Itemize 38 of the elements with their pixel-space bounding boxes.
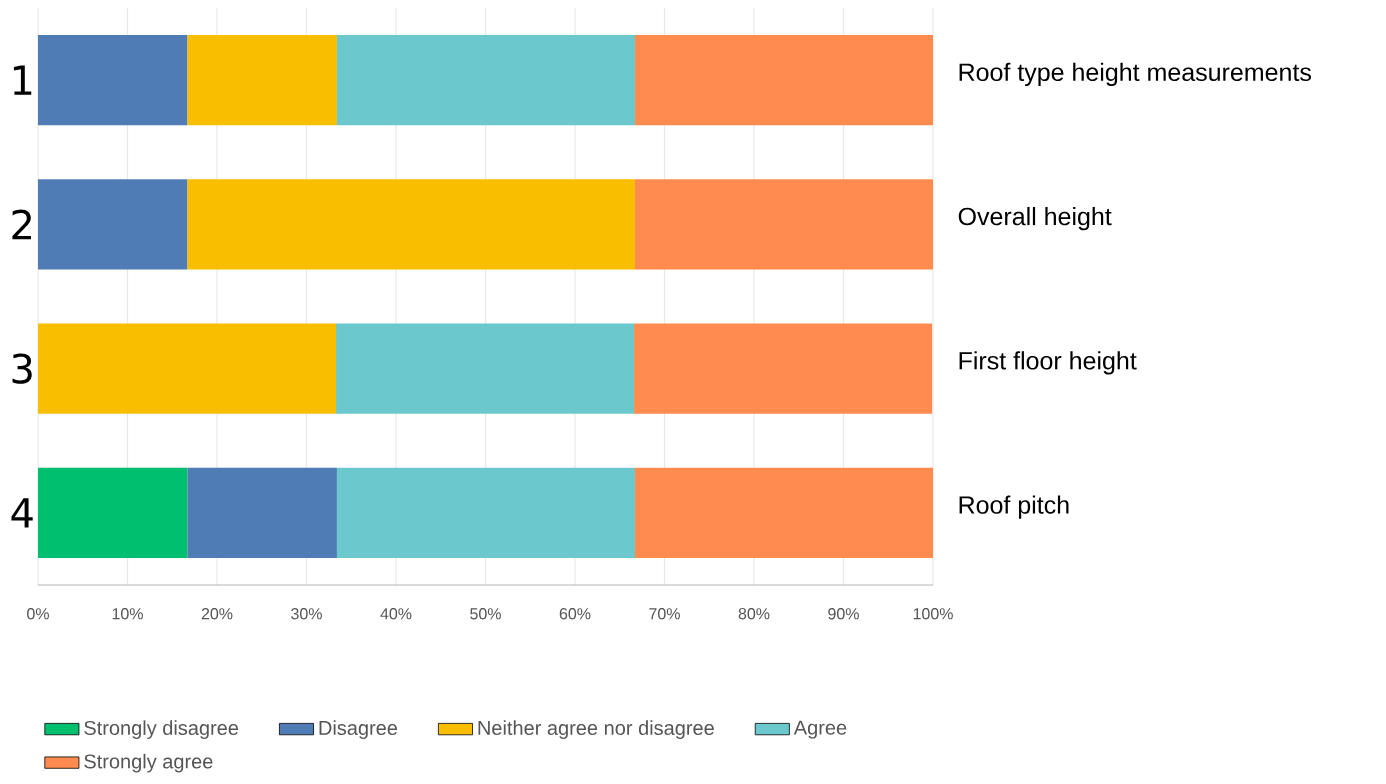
bar <box>336 467 635 558</box>
legend-label: Disagree <box>319 720 398 739</box>
text: Roof type height measurements <box>959 62 1311 87</box>
x-tick-label: 10% <box>112 608 143 620</box>
bar <box>336 35 635 126</box>
x-tick-label: 100% <box>913 608 953 620</box>
legend-label: Strongly disagree <box>84 720 239 739</box>
y-tick-label: 2 <box>12 209 31 240</box>
bar <box>38 323 337 414</box>
text: Overall height <box>958 206 1112 231</box>
y-tick-label: 3 <box>12 353 32 384</box>
bar <box>187 35 337 126</box>
bar <box>634 179 934 270</box>
text: Roof pitch <box>959 495 1069 519</box>
text: First floor height <box>959 351 1137 375</box>
x-tick-label: 40% <box>380 608 412 620</box>
y-tick-label: 1 <box>13 65 32 95</box>
bar <box>38 179 188 270</box>
y-tick-label: 4 <box>11 498 33 528</box>
legend-label: Strongly agree <box>84 753 213 773</box>
bar <box>187 179 635 270</box>
bar <box>336 323 635 414</box>
bar <box>634 467 934 558</box>
x-tick-label: 90% <box>828 608 859 620</box>
bar <box>38 467 188 558</box>
bar <box>187 467 337 558</box>
legend-label: Neither agree nor disagree <box>478 720 714 739</box>
x-tick-label: 30% <box>291 608 322 620</box>
x-tick-label: 20% <box>201 608 233 620</box>
bar <box>634 35 934 126</box>
bar <box>38 35 188 126</box>
x-tick-label: 0% <box>27 608 49 620</box>
bar <box>634 323 933 414</box>
x-tick-label: 70% <box>649 608 680 620</box>
x-tick-label: 60% <box>559 608 591 620</box>
x-tick-label: 50% <box>470 608 501 620</box>
legend-label: Agree <box>793 720 847 739</box>
x-tick-label: 80% <box>738 608 770 620</box>
